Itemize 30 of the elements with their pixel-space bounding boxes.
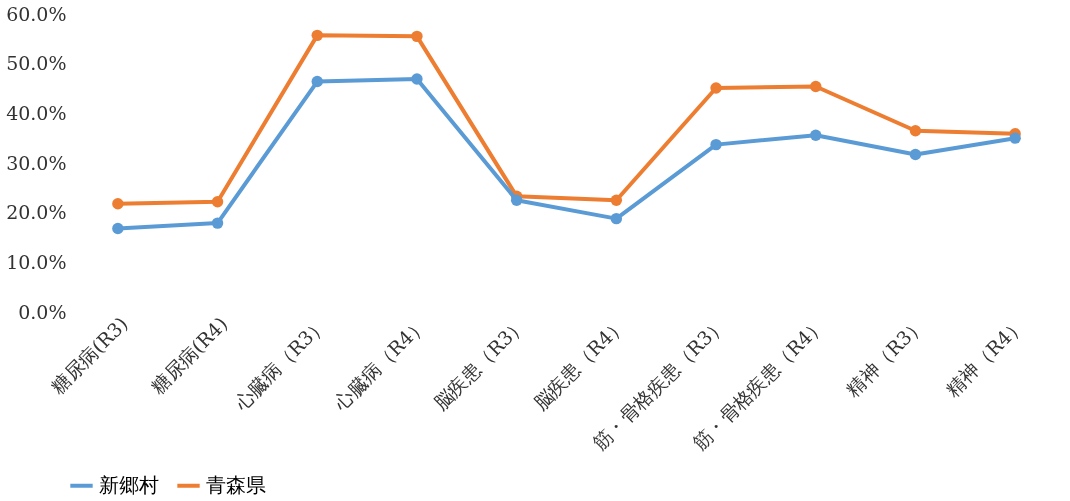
point [610, 212, 623, 225]
point [510, 194, 523, 206]
y-tick-label: 30.0% [6, 151, 67, 174]
point [810, 80, 822, 93]
point [411, 73, 423, 85]
point [411, 30, 423, 43]
point [810, 129, 822, 141]
point [112, 198, 124, 210]
y-tick-label: 10.0% [6, 250, 67, 273]
y-tick-label: 60.0% [6, 2, 67, 25]
y-tick-label: 40.0% [6, 101, 67, 124]
point [909, 125, 922, 137]
y-tick-label: 50.0% [6, 52, 67, 75]
point [1009, 132, 1021, 144]
point [710, 138, 722, 151]
point [112, 222, 124, 235]
x-tick-label: 精神（R3） [841, 312, 930, 401]
point [211, 217, 224, 229]
point [710, 82, 722, 94]
legend-label: 新郷村 [99, 472, 159, 497]
y-tick-label: 0.0% [18, 300, 67, 323]
x-tick-label: 脳疾患（R3） [429, 312, 531, 414]
y-tick-label: 20.0% [6, 201, 67, 224]
point [610, 194, 623, 206]
point [909, 148, 922, 161]
point [211, 196, 224, 208]
x-tick-label: 精神（R4） [941, 312, 1030, 401]
point [311, 75, 323, 88]
legend-label: 青森県 [206, 472, 266, 497]
point [311, 29, 323, 42]
